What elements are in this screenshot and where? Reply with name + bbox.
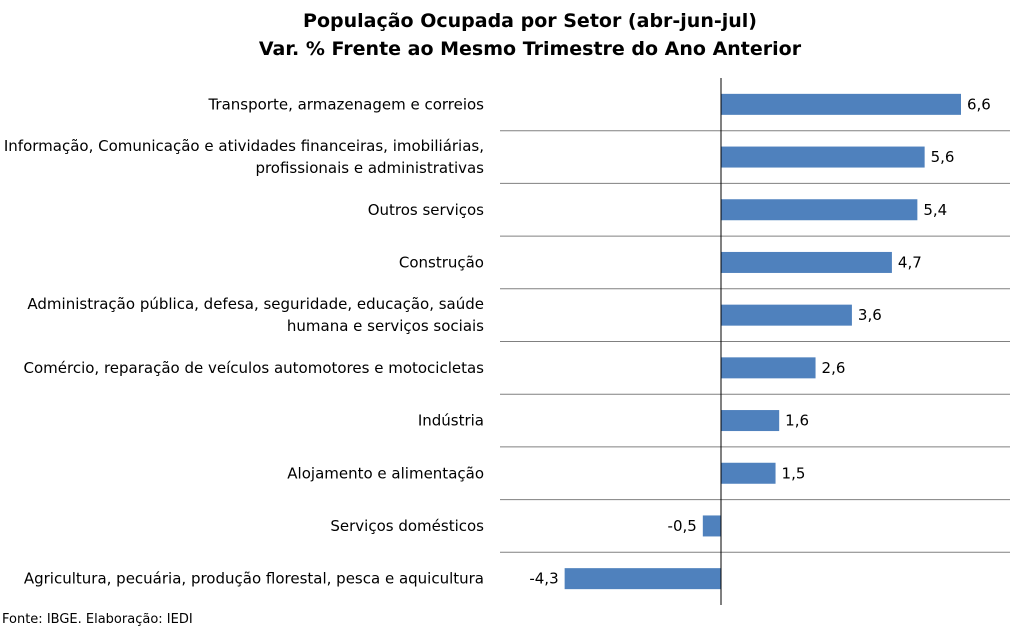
category-label: Indústria: [418, 412, 484, 430]
data-label: -4,3: [529, 570, 558, 588]
data-label: 5,6: [931, 148, 955, 166]
bar: [721, 304, 852, 326]
data-label: 1,6: [785, 412, 809, 430]
category-label: Agricultura, pecuária, produção floresta…: [24, 570, 484, 588]
bar: [721, 357, 816, 379]
category-label: Transporte, armazenagem e correios: [207, 95, 484, 113]
bar: [721, 462, 776, 484]
data-label: 4,7: [898, 253, 922, 271]
bar: [721, 251, 892, 273]
data-label: 1,5: [782, 464, 806, 482]
bar: [702, 515, 721, 537]
data-label: 6,6: [967, 95, 991, 113]
category-label: Administração pública, defesa, seguridad…: [27, 295, 484, 313]
category-label: Serviços domésticos: [330, 517, 484, 535]
data-label: -0,5: [668, 517, 697, 535]
category-label: Alojamento e alimentação: [287, 464, 484, 482]
data-label: 5,4: [923, 201, 947, 219]
bar: [721, 93, 961, 115]
category-label: Construção: [399, 253, 484, 271]
chart-subtitle: Var. % Frente ao Mesmo Trimestre do Ano …: [258, 38, 802, 60]
category-label: Informação, Comunicação e atividades fin…: [4, 137, 484, 155]
bar: [564, 568, 721, 590]
data-label: 2,6: [822, 359, 846, 377]
category-label: Comércio, reparação de veículos automoto…: [24, 359, 485, 377]
data-label: 3,6: [858, 306, 882, 324]
category-label: profissionais e administrativas: [255, 159, 484, 177]
bar: [721, 146, 925, 168]
category-label: Outros serviços: [368, 201, 484, 219]
bar: [721, 410, 780, 432]
source-note: Fonte: IBGE. Elaboração: IEDI: [2, 612, 193, 627]
chart-title: População Ocupada por Setor (abr-jun-jul…: [303, 10, 757, 32]
category-label: humana e serviços sociais: [287, 317, 484, 335]
bar: [721, 199, 918, 221]
